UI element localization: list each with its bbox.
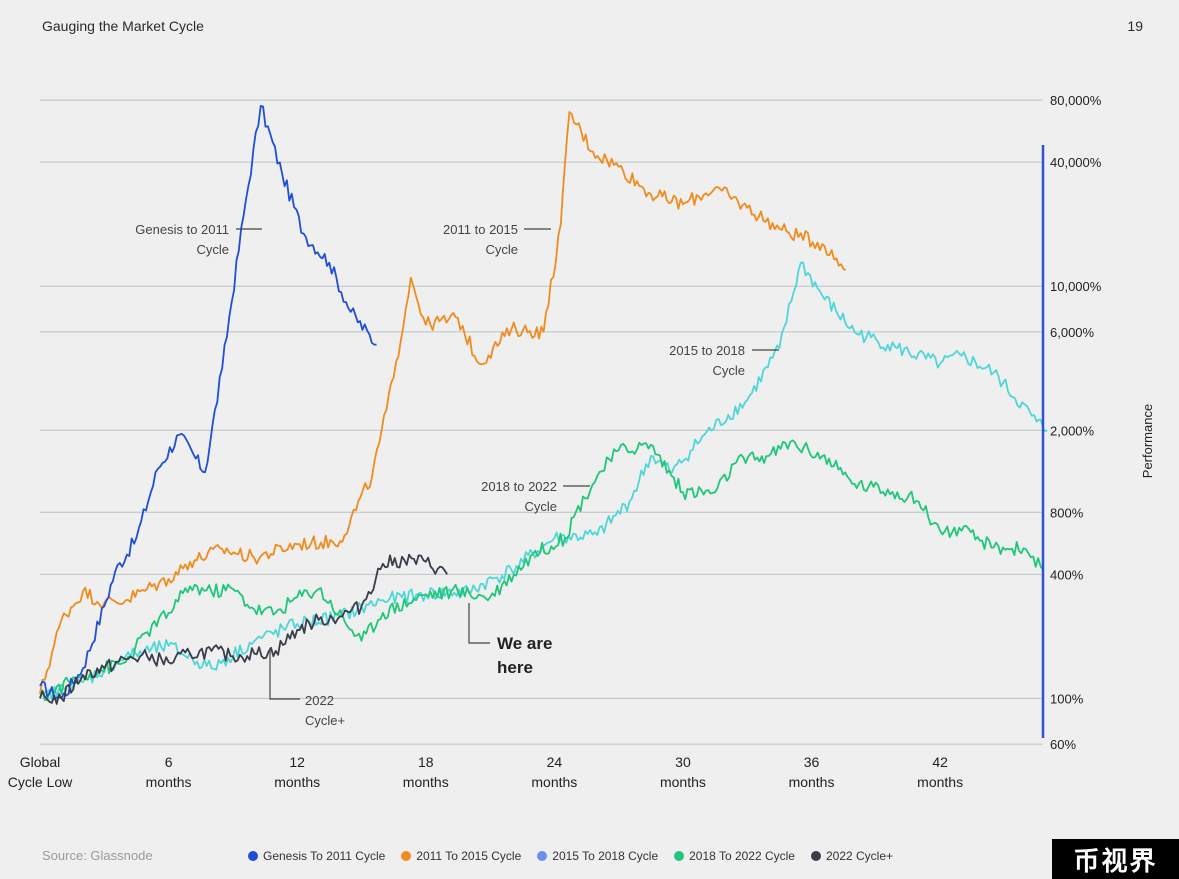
legend-item: Genesis To 2011 Cycle: [248, 849, 385, 863]
legend: Genesis To 2011 Cycle 2011 To 2015 Cycle 2…: [248, 849, 893, 863]
series-layer: [39, 104, 1048, 705]
legend-label: 2011 To 2015 Cycle: [416, 849, 522, 863]
x-tick-label: 12: [289, 754, 305, 770]
y-axis-title: Performance: [1140, 404, 1155, 478]
x-tick-label: months: [403, 774, 449, 790]
annotation-label: We are: [497, 634, 552, 653]
watermark-logo: 币视界: [1052, 839, 1179, 879]
x-tick-label: Global: [20, 754, 60, 770]
legend-dot-icon: [401, 851, 412, 861]
legend-label: 2015 To 2018 Cycle: [552, 849, 659, 863]
series-line-2015-to-2018-cycle: [39, 261, 1048, 702]
annotation-leader: [468, 603, 490, 644]
annotation-label: Cycle: [196, 242, 229, 257]
legend-dot-icon: [674, 851, 685, 861]
series-line-2022-cycle-: [39, 553, 448, 705]
annotation-label: Cycle+: [305, 713, 345, 728]
annotation-label: Cycle: [524, 499, 557, 514]
annotation-label: 2011 to 2015: [443, 222, 518, 237]
annotation-label: 2022: [305, 693, 334, 708]
legend-item: 2011 To 2015 Cycle: [401, 849, 521, 863]
x-tick-label: months: [274, 774, 320, 790]
legend-label: Genesis To 2011 Cycle: [263, 849, 386, 863]
gridlines: [40, 99, 1043, 745]
x-tick-label: months: [531, 774, 577, 790]
y-axis: 60% 100% 400% 800% 2,000% 6,000% 10,000% 40,000…: [1041, 93, 1155, 752]
x-tick-label: 24: [547, 754, 563, 770]
y-tick-label: 100%: [1050, 691, 1084, 706]
annotation-label: Cycle: [485, 242, 518, 257]
y-tick-label: 400%: [1050, 567, 1084, 582]
x-tick-label: 6: [165, 754, 173, 770]
x-tick-label: Cycle Low: [8, 774, 73, 790]
x-tick-label: months: [660, 774, 706, 790]
series-line-genesis-to-2011-cycle: [39, 104, 377, 701]
x-axis: Global Cycle Low 6 months 12 months 18 months 24…: [8, 754, 963, 790]
y-tick-label: 60%: [1050, 737, 1076, 752]
legend-item: 2022 Cycle+: [810, 849, 894, 863]
annotation-layer: Genesis to 2011 Cycle 2011 to 2015 Cycle 201…: [135, 222, 779, 728]
legend-label: 2022 Cycle+: [825, 849, 894, 863]
x-tick-label: months: [917, 774, 963, 790]
y-tick-label: 40,000%: [1050, 155, 1102, 170]
y-tick-label: 10,000%: [1050, 279, 1102, 294]
legend-dot-icon: [537, 851, 548, 861]
y-tick-label: 2,000%: [1050, 423, 1095, 438]
source-note: Source: Glassnode: [42, 848, 153, 863]
series-line-2018-to-2022-cycle: [39, 439, 1044, 701]
y-tick-label: 80,000%: [1050, 93, 1102, 108]
x-tick-label: months: [789, 774, 835, 790]
annotation-label: Cycle: [712, 363, 745, 378]
series-line-2011-to-2015-cycle: [39, 111, 847, 695]
x-tick-label: 42: [932, 754, 948, 770]
annotation-leader: [269, 648, 300, 700]
legend-label: 2018 To 2022 Cycle: [689, 849, 795, 863]
annotation-label: 2018 to 2022: [481, 479, 557, 494]
legend-dot-icon: [810, 851, 821, 861]
y-tick-label: 800%: [1050, 505, 1084, 520]
legend-item: 2018 To 2022 Cycle: [674, 849, 795, 863]
y-tick-label: 6,000%: [1050, 325, 1095, 340]
x-tick-label: 30: [675, 754, 691, 770]
annotation-label: 2015 to 2018: [669, 343, 745, 358]
x-tick-label: 18: [418, 754, 434, 770]
legend-dot-icon: [248, 851, 258, 861]
page-number: 19: [1127, 18, 1143, 34]
annotation-label: Genesis to 2011: [135, 222, 229, 237]
annotation-label: here: [497, 658, 533, 677]
x-tick-label: 36: [804, 754, 820, 770]
page-title: Gauging the Market Cycle: [42, 18, 204, 34]
x-tick-label: months: [146, 774, 192, 790]
legend-item: 2015 To 2018 Cycle: [537, 849, 658, 863]
